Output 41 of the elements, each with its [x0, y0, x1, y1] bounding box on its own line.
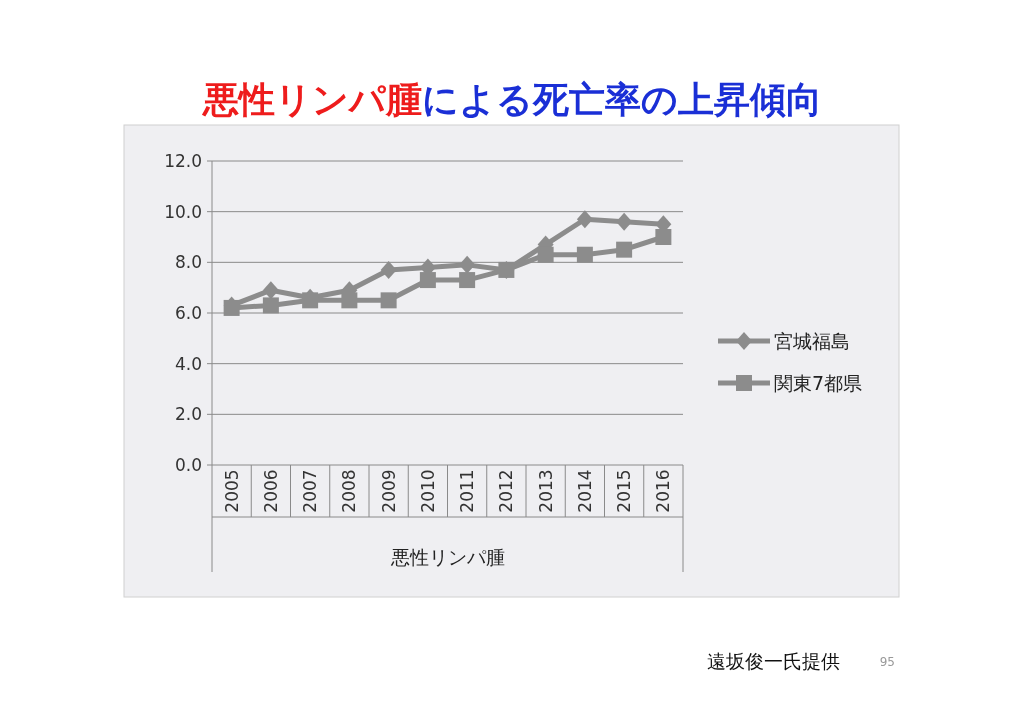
- point: [459, 272, 476, 289]
- legend-label: 関東7都県: [774, 372, 863, 394]
- x-tick-label: 2015: [614, 469, 635, 513]
- text: 遠坂俊一氏提供: [707, 650, 840, 672]
- point: [616, 212, 633, 231]
- x-tick-label: 2012: [496, 469, 517, 513]
- point: [655, 229, 672, 245]
- point: [419, 272, 436, 289]
- x-tick-label: 2016: [653, 469, 674, 513]
- x-tick-label: 2010: [417, 469, 438, 513]
- point: [616, 241, 633, 258]
- y-tick-label: 8.0: [174, 252, 202, 273]
- legend-label: 宮城福島: [774, 330, 850, 352]
- x-tick-label: 2011: [457, 469, 478, 513]
- y-tick-label: 2.0: [174, 404, 202, 425]
- point: [537, 246, 554, 263]
- point: [576, 210, 593, 229]
- point: [302, 292, 319, 309]
- title: 悪性リンパ腫による死亡率の上昇傾向: [202, 79, 822, 120]
- y-tick-label: 4.0: [174, 353, 202, 374]
- point: [341, 292, 358, 309]
- x-tick-label: 2009: [378, 469, 399, 513]
- point: [380, 292, 397, 309]
- point: [262, 297, 279, 314]
- x-axis-title: 悪性リンパ腫: [389, 546, 505, 568]
- y-tick-label: 6.0: [174, 303, 202, 323]
- x-tick-label: 2013: [535, 469, 556, 513]
- point: [498, 261, 515, 278]
- point: [459, 255, 476, 274]
- x-tick-label: 2014: [574, 469, 595, 513]
- x-tick-label: 2006: [260, 469, 281, 513]
- x-tick-label: 2007: [300, 469, 321, 513]
- y-tick-label: 10.0: [164, 201, 202, 222]
- y-tick-label: 0.0: [174, 455, 202, 475]
- point: [262, 281, 279, 300]
- point: [576, 246, 593, 263]
- y-tick-label: 12.0: [164, 151, 202, 171]
- text: 95: [879, 655, 895, 669]
- x-tick-label: 2005: [221, 469, 242, 513]
- point: [380, 260, 397, 279]
- x-tick-label: 2008: [339, 469, 360, 513]
